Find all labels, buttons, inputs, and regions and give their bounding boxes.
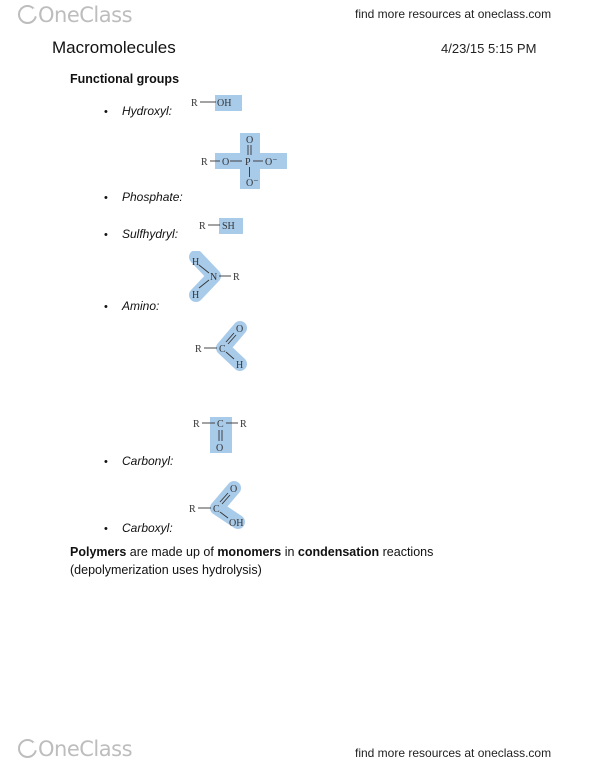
term-condensation: condensation xyxy=(297,545,380,559)
svg-text:H: H xyxy=(192,257,199,268)
svg-text:R: R xyxy=(240,419,247,430)
logo-text-class: Class xyxy=(79,3,133,27)
label-carbonyl: Carbonyl: xyxy=(122,454,174,468)
bullet: • xyxy=(104,192,108,204)
label-sulfhydryl: Sulfhydryl: xyxy=(122,227,179,241)
logo-circle-icon xyxy=(18,5,37,24)
label-amino: Amino: xyxy=(122,299,160,313)
svg-text:R: R xyxy=(199,221,206,232)
svg-text:R: R xyxy=(195,344,202,355)
svg-text:O: O xyxy=(230,484,237,495)
oneclass-logo: OneClass xyxy=(18,3,133,27)
text-fragment: reactions xyxy=(379,545,434,559)
carboxyl-structure: R C O OH xyxy=(189,481,245,529)
oneclass-logo-footer: OneClass xyxy=(18,737,133,761)
bullet: • xyxy=(104,456,108,468)
svg-text:O: O xyxy=(246,135,253,146)
logo-text-class: Class xyxy=(79,737,133,761)
svg-text:O: O xyxy=(216,443,223,454)
svg-text:P: P xyxy=(245,157,251,168)
paragraph-line-2: (depolymerization uses hydrolysis) xyxy=(70,563,262,577)
svg-text:O⁻: O⁻ xyxy=(246,178,259,189)
paragraph-line-1: Polymers are made up of monomers in cond… xyxy=(70,543,550,561)
svg-text:R: R xyxy=(233,272,240,283)
svg-text:OH: OH xyxy=(229,518,243,529)
svg-text:R: R xyxy=(201,157,208,168)
svg-text:H: H xyxy=(192,290,199,301)
page-title: Macromolecules xyxy=(52,38,176,57)
bullet: • xyxy=(104,106,108,118)
svg-text:R: R xyxy=(191,98,198,109)
term-polymers: Polymers xyxy=(70,545,127,559)
svg-text:N: N xyxy=(210,272,217,283)
svg-text:R: R xyxy=(189,504,196,515)
svg-text:C: C xyxy=(213,504,220,515)
note-date: 4/23/15 5:15 PM xyxy=(441,41,537,56)
svg-text:R: R xyxy=(193,419,200,430)
section-heading: Functional groups xyxy=(70,72,180,86)
logo-text-one: One xyxy=(38,737,80,761)
label-hydroxyl: Hydroxyl: xyxy=(122,104,173,118)
svg-text:C: C xyxy=(217,419,224,430)
bullet: • xyxy=(104,301,108,313)
svg-text:O: O xyxy=(222,157,229,168)
svg-text:OH: OH xyxy=(217,98,231,109)
sulfhydryl-structure: R SH xyxy=(199,218,243,234)
text-fragment: are made up of xyxy=(126,545,218,559)
polymers-paragraph: Polymers are made up of monomers in cond… xyxy=(70,543,550,579)
svg-text:H: H xyxy=(236,360,243,371)
svg-text:O⁻: O⁻ xyxy=(265,157,278,168)
ketone-structure: R C R O xyxy=(193,417,247,454)
bullet: • xyxy=(104,523,108,535)
svg-text:SH: SH xyxy=(222,221,235,232)
phosphate-structure: R O P O⁻ O O⁻ xyxy=(201,133,287,189)
header-resources-link[interactable]: find more resources at oneclass.com xyxy=(355,7,552,21)
text-fragment: in xyxy=(281,545,298,559)
svg-text:O: O xyxy=(236,324,243,335)
term-monomers: monomers xyxy=(217,545,282,559)
label-phosphate: Phosphate: xyxy=(122,190,183,204)
footer-resources-link[interactable]: find more resources at oneclass.com xyxy=(355,746,552,760)
hydroxyl-structure: R OH xyxy=(191,95,242,111)
logo-circle-icon xyxy=(18,739,37,758)
aldehyde-structure: R C O H xyxy=(195,321,247,371)
svg-text:C: C xyxy=(219,344,226,355)
bullet: • xyxy=(104,229,108,241)
amino-structure: H N R H xyxy=(189,251,240,302)
logo-text-one: One xyxy=(38,3,80,27)
label-carboxyl: Carboxyl: xyxy=(122,521,173,535)
